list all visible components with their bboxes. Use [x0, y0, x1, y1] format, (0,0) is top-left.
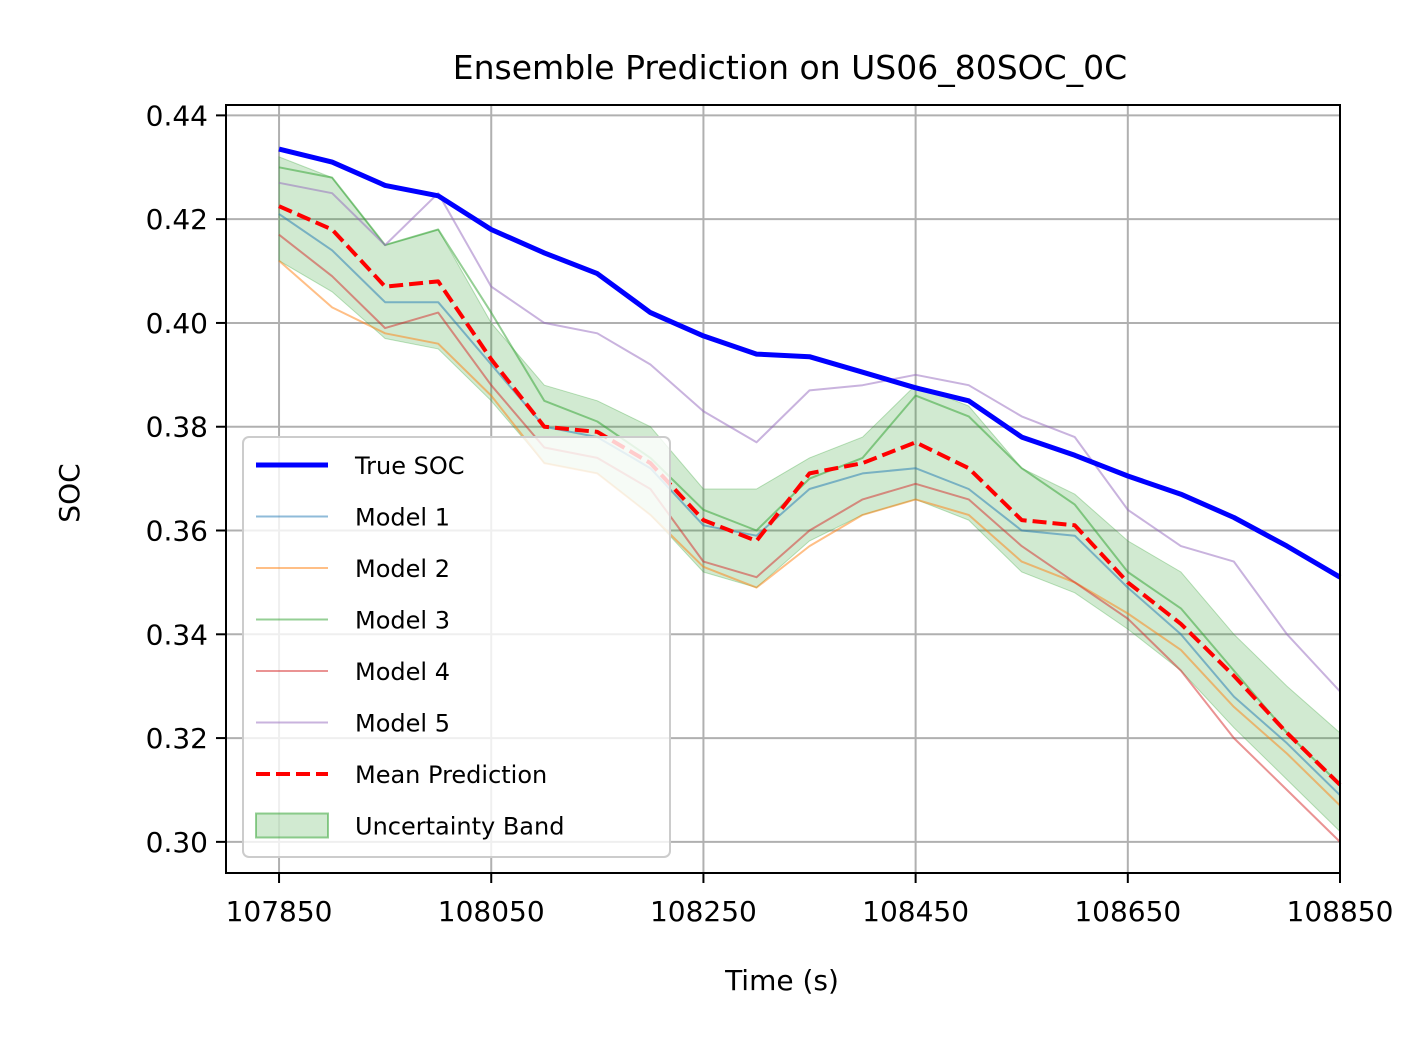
legend-label-model-1: Model 1: [355, 504, 450, 532]
legend-label-model-2: Model 2: [355, 555, 450, 583]
series-line-model-1: [278, 213, 1341, 796]
x-axis: 107850 108050 108250 108450 108650 108850: [226, 873, 1394, 928]
y-axis: 0.30 0.32 0.34 0.36 0.38 0.40 0.42 0.44: [146, 99, 226, 859]
legend-label-model-3: Model 3: [355, 607, 450, 635]
legend-label-true-soc: True SOC: [354, 452, 465, 480]
legend-label-uncertainty-band: Uncertainty Band: [355, 813, 564, 841]
legend-label-model-4: Model 4: [355, 658, 450, 686]
legend-swatch-uncertainty-band: [255, 812, 329, 839]
y-tick-label: 0.30: [146, 826, 208, 859]
y-tick-label: 0.36: [146, 515, 208, 548]
legend-box: [242, 436, 671, 858]
series-line-true-soc: [278, 146, 1342, 580]
y-tick-label: 0.40: [146, 307, 208, 340]
series-line-model-2: [278, 259, 1341, 807]
series-line-mean-prediction: [278, 204, 1342, 787]
y-axis-label: SOC: [53, 463, 86, 522]
x-tick-label: 107850: [226, 895, 333, 928]
y-tick-label: 0.34: [146, 618, 208, 651]
y-tick-label: 0.32: [146, 722, 208, 755]
series-line-model-4: [278, 233, 1341, 843]
series-line-model-3: [278, 166, 1341, 786]
legend-label-model-5: Model 5: [355, 710, 450, 738]
chart-title: Ensemble Prediction on US06_80SOC_0C: [453, 48, 1127, 87]
legend-label-mean-prediction: Mean Prediction: [355, 761, 547, 789]
y-tick-label: 0.44: [146, 99, 208, 132]
y-tick-label: 0.42: [146, 203, 208, 236]
x-tick-label: 108650: [1074, 895, 1181, 928]
x-axis-label: Time (s): [724, 964, 839, 997]
x-tick-label: 108450: [862, 895, 969, 928]
series-line-model-5: [278, 181, 1341, 693]
y-tick-label: 0.38: [146, 411, 208, 444]
plot-frame: [225, 104, 1341, 874]
x-tick-label: 108850: [1287, 895, 1394, 928]
legend: True SOC Model 1 Model 2 Model 3 Model 4 Mode…: [242, 436, 671, 858]
series-lines-layer: [278, 146, 1342, 843]
x-tick-label: 108050: [438, 895, 545, 928]
x-tick-label: 108250: [650, 895, 757, 928]
